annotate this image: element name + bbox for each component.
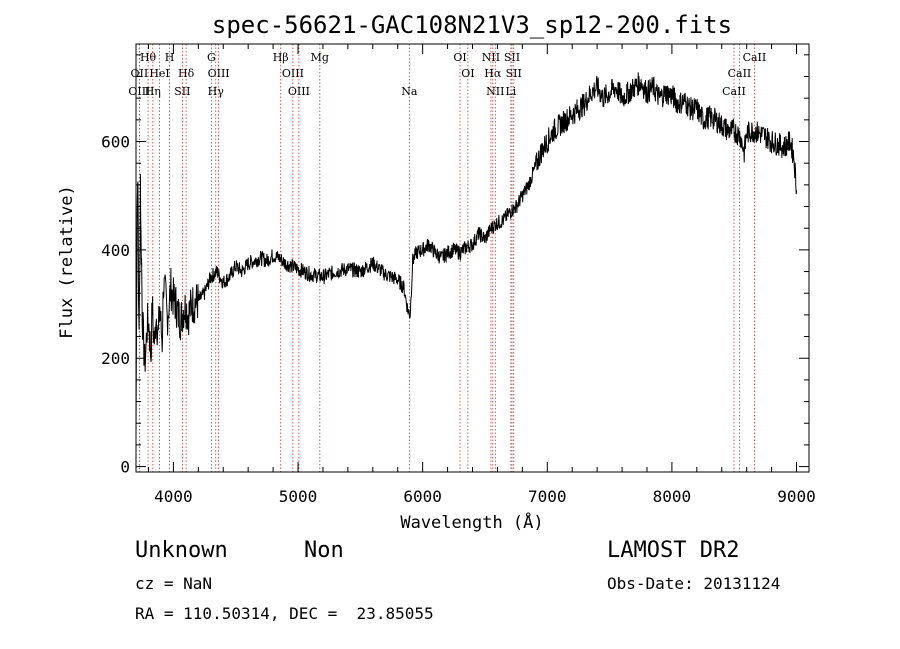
line-marker-label: SII [506, 67, 522, 80]
y-tick-label: 0 [120, 458, 130, 477]
line-marker-label: Na [401, 85, 418, 98]
line-marker-label: Li [505, 85, 516, 98]
line-marker-label: G [207, 51, 216, 64]
x-tick-label: 8000 [653, 487, 692, 506]
line-marker-label: Hθ [140, 51, 157, 64]
plot-frame [135, 43, 810, 473]
object-class: Unknown [135, 538, 228, 563]
line-marker-label: Hη [145, 85, 161, 98]
line-marker-label: Hα [484, 67, 502, 80]
y-tick-label: 200 [101, 349, 130, 368]
line-marker-label: Hγ [208, 85, 225, 98]
line-marker-label: OI [461, 67, 474, 80]
chart-title: spec-56621-GAC108N21V3_sp12-200.fits [212, 11, 732, 39]
spectrum-line [135, 72, 797, 435]
observation-date: Obs-Date: 20131124 [607, 574, 781, 593]
line-marker-label: H [165, 51, 175, 64]
redshift-cz: cz = NaN [135, 574, 213, 593]
line-marker-label: CaII [722, 85, 746, 98]
line-marker-label: OIII [282, 67, 304, 80]
x-tick-label: 7000 [528, 487, 567, 506]
line-marker-label: NII [486, 85, 504, 98]
y-tick-label: 400 [101, 241, 130, 260]
line-marker-label: OI [453, 51, 466, 64]
line-marker-label: HeI [149, 67, 169, 80]
line-marker-label: CaII [728, 67, 752, 80]
x-tick-label: 6000 [403, 487, 442, 506]
line-marker-label: NII [482, 51, 500, 64]
emission-line-markers: HθOIIOIIIHHeIHηHδSIIGOIIIHγHβOIIIOIIIMgN… [128, 44, 766, 472]
x-axis-label: Wavelength (Å) [400, 511, 543, 533]
spectrum-chart: spec-56621-GAC108N21V3_sp12-200.fits Hθ O… [57, 11, 816, 533]
x-tick-label: 4000 [154, 487, 193, 506]
line-marker-label: OIII [208, 67, 230, 80]
line-marker-label: Hβ [273, 51, 289, 64]
line-marker-label: SII [174, 85, 190, 98]
y-tick-label: 600 [101, 133, 130, 152]
line-marker-label: SII [504, 51, 520, 64]
line-marker-label: CaII [743, 51, 767, 64]
x-tick-label: 9000 [777, 487, 816, 506]
sky-coordinates: RA = 110.50314, DEC = 23.85055 [135, 604, 434, 623]
line-marker-label: Hδ [178, 67, 195, 80]
line-marker-label: OIII [288, 85, 310, 98]
x-tick-label: 5000 [279, 487, 318, 506]
line-marker-label: Mg [311, 51, 329, 64]
axis-ticks: 4000 5000 6000 7000 8000 9000 0 200 400 600 [101, 44, 816, 506]
y-axis-label: Flux (relative) [57, 185, 77, 339]
survey-name: LAMOST DR2 [607, 538, 740, 563]
object-subclass: Non [304, 538, 344, 563]
line-marker-label: OIII [128, 85, 150, 98]
